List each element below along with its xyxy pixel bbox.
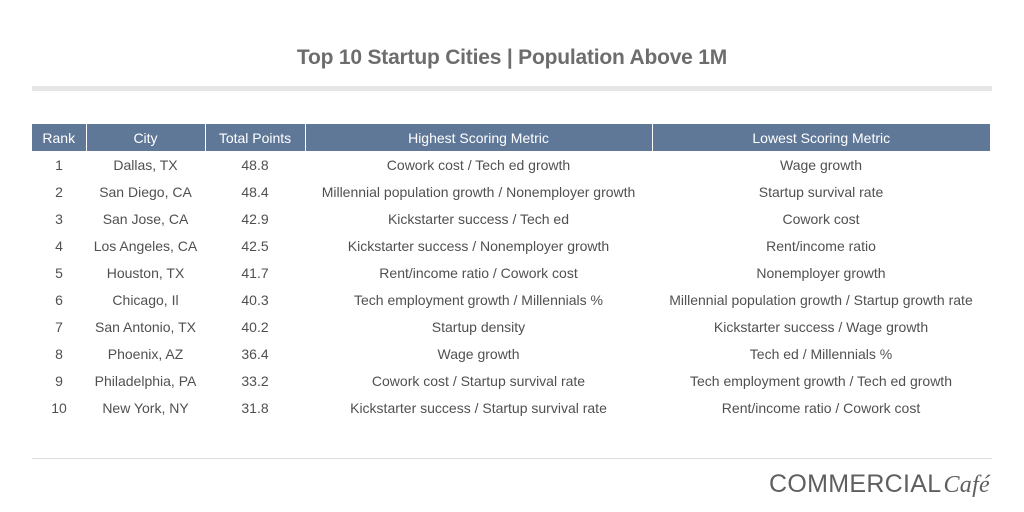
lowest-metric-cell: Tech employment growth / Tech ed growth — [690, 372, 952, 389]
logo-main-text: COMMERCIAL — [769, 470, 942, 498]
total-points-cell: 42.5 — [241, 237, 269, 254]
table-row: 2 San Diego, CA 48.4 Millennial population … — [32, 178, 990, 205]
total-points-cell: 48.8 — [241, 156, 269, 173]
total-points-cell: 40.2 — [241, 318, 269, 335]
column-header-total-points: Total Points — [205, 124, 306, 151]
rank-cell: 5 — [55, 264, 63, 281]
column-header-highest-metric: Highest Scoring Metric — [305, 124, 653, 151]
footer-divider — [32, 458, 992, 459]
total-points-cell: 31.8 — [241, 399, 269, 416]
highest-metric-cell: Cowork cost / Tech ed growth — [386, 156, 571, 173]
total-points-cell: 48.4 — [241, 183, 269, 200]
lowest-metric-cell: Tech ed / Millennials % — [749, 345, 893, 362]
column-header-lowest-metric: Lowest Scoring Metric — [652, 124, 990, 151]
lowest-metric-cell: Wage growth — [780, 156, 862, 173]
lowest-metric-cell: Kickstarter success / Wage growth — [713, 318, 929, 335]
title-divider — [32, 86, 992, 91]
city-cell: Chicago, Il — [112, 291, 179, 308]
total-points-cell: 40.3 — [241, 291, 269, 308]
table-row: 8 Phoenix, AZ 36.4 Wage growth Tech ed / Mil… — [32, 340, 990, 367]
lowest-metric-cell: Millennial population growth / Startup g… — [669, 291, 973, 308]
table-row: 9 Philadelphia, PA 33.2 Cowork cost / Start… — [32, 367, 990, 394]
highest-metric-cell: Wage growth — [437, 345, 520, 362]
highest-metric-cell: Kickstarter success / Tech ed — [387, 210, 570, 227]
city-cell: Phoenix, AZ — [107, 345, 184, 362]
lowest-metric-cell: Startup survival rate — [758, 183, 884, 200]
table-row: 4 Los Angeles, CA 42.5 Kickstarter success … — [32, 232, 990, 259]
logo-script-text: Café — [943, 472, 990, 498]
table-body: 1 Dallas, TX 48.8 Cowork cost / Tech ed gro… — [32, 151, 990, 421]
highest-metric-cell: Millennial population growth / Nonemploy… — [321, 183, 636, 200]
highest-metric-cell: Startup density — [431, 318, 526, 335]
total-points-cell: 42.9 — [241, 210, 269, 227]
rank-cell: 9 — [55, 372, 63, 389]
city-cell: Dallas, TX — [113, 156, 178, 173]
lowest-metric-cell: Nonemployer growth — [756, 264, 886, 281]
rank-cell: 10 — [51, 399, 67, 416]
total-points-cell: 36.4 — [241, 345, 269, 362]
lowest-metric-cell: Rent/income ratio / Cowork cost — [721, 399, 921, 416]
rank-cell: 4 — [55, 237, 63, 254]
total-points-cell: 41.7 — [241, 264, 269, 281]
highest-metric-cell: Kickstarter success / Nonemployer growth — [347, 237, 610, 254]
startup-cities-table: Rank City Total Points Highest Scoring M… — [32, 124, 990, 421]
rank-cell: 7 — [55, 318, 63, 335]
lowest-metric-cell: Cowork cost — [782, 210, 860, 227]
table-row: 5 Houston, TX 41.7 Rent/income ratio / Cowo… — [32, 259, 990, 286]
table-row: 6 Chicago, Il 40.3 Tech employment growth /… — [32, 286, 990, 313]
city-cell: San Antonio, TX — [95, 318, 196, 335]
column-header-city: City — [86, 124, 206, 151]
table-header-row: Rank City Total Points Highest Scoring M… — [32, 124, 990, 151]
lowest-metric-cell: Rent/income ratio — [766, 237, 876, 254]
city-cell: Los Angeles, CA — [93, 237, 198, 254]
city-cell: San Diego, CA — [99, 183, 192, 200]
table-row: 1 Dallas, TX 48.8 Cowork cost / Tech ed gro… — [32, 151, 990, 178]
highest-metric-cell: Kickstarter success / Startup survival r… — [350, 399, 607, 416]
rank-cell: 2 — [55, 183, 63, 200]
city-cell: Philadelphia, PA — [94, 372, 197, 389]
rank-cell: 3 — [55, 210, 63, 227]
table-row: 7 San Antonio, TX 40.2 Startup density Kicks… — [32, 313, 990, 340]
table-row: 3 San Jose, CA 42.9 Kickstarter success / T… — [32, 205, 990, 232]
city-cell: San Jose, CA — [102, 210, 189, 227]
rank-cell: 8 — [55, 345, 63, 362]
rank-cell: 6 — [55, 291, 63, 308]
rank-cell: 1 — [55, 156, 63, 173]
commercial-cafe-logo: COMMERCIALCafé — [769, 470, 990, 499]
total-points-cell: 33.2 — [241, 372, 269, 389]
highest-metric-cell: Rent/income ratio / Cowork cost — [379, 264, 578, 281]
highest-metric-cell: Tech employment growth / Millennials % — [354, 291, 603, 308]
chart-title: Top 10 Startup Cities | Population Above… — [296, 46, 728, 69]
city-cell: Houston, TX — [106, 264, 185, 281]
city-cell: New York, NY — [102, 399, 189, 416]
highest-metric-cell: Cowork cost / Startup survival rate — [371, 372, 586, 389]
table-row: 10 New York, NY 31.8 Kickstarter success / … — [32, 394, 990, 421]
column-header-rank: Rank — [32, 124, 87, 151]
